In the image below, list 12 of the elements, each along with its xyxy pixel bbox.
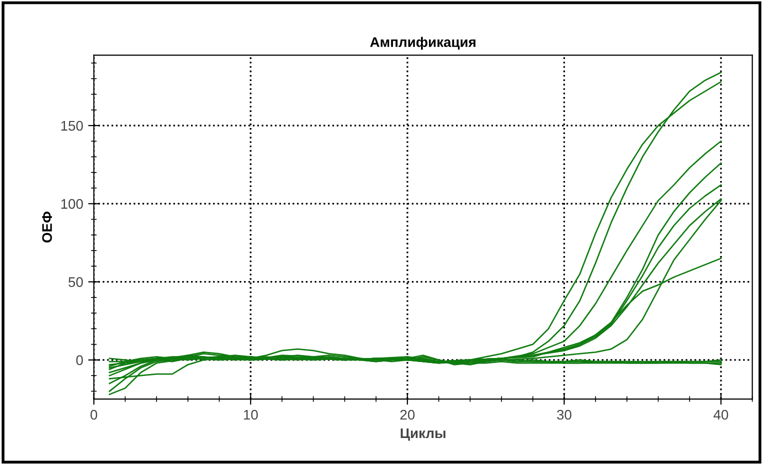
y-tick-label: 150 [61,120,83,131]
y-axis-title: ОЕФ [42,212,52,243]
x-tick-label: 10 [244,410,258,420]
y-tick-label: 100 [61,199,83,209]
y-tick-label: 50 [68,277,83,287]
x-tick-label: 40 [714,410,728,420]
x-axis-title: Циклы [400,428,446,441]
x-tick-label: 0 [90,410,98,420]
y-tick-label: 0 [76,355,83,366]
chart-title: Амплификация [370,36,476,50]
x-tick-label: 20 [400,410,415,420]
x-tick-label: 30 [556,410,572,420]
